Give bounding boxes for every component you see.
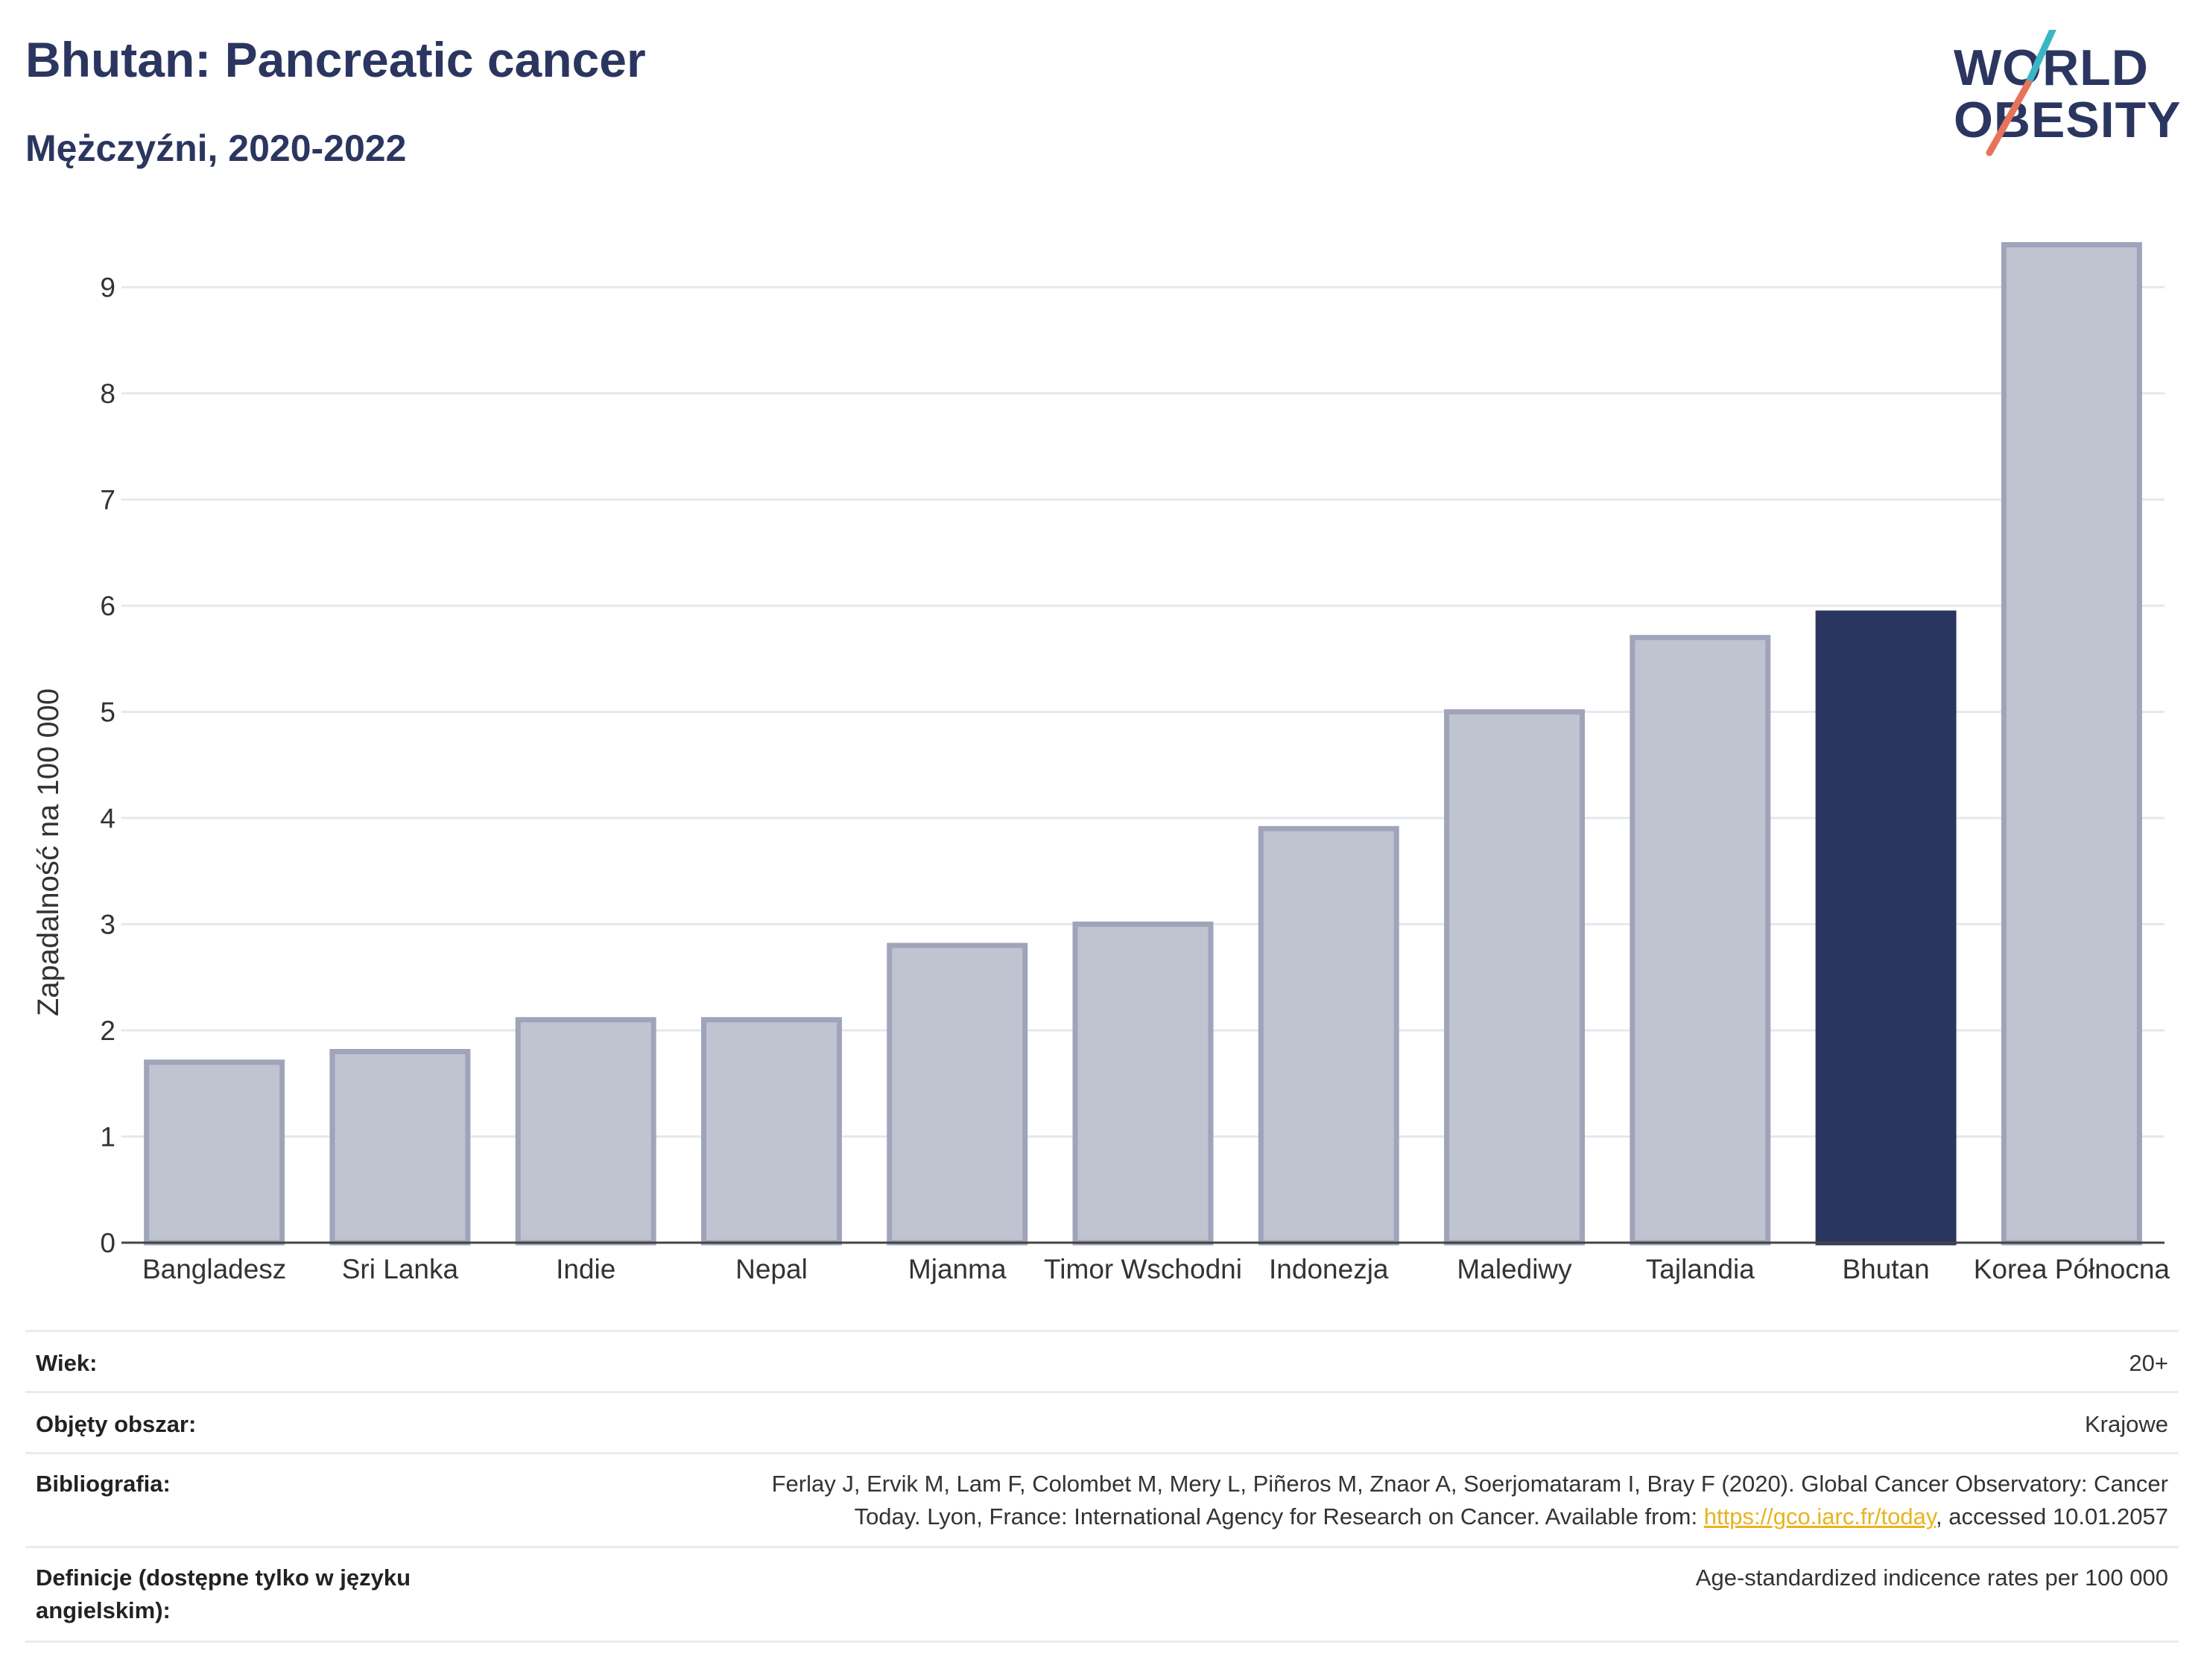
meta-definitions-label: Definicje (dostępne tylko w języku angie…: [36, 1562, 411, 1627]
y-tick-label: 7: [100, 485, 115, 516]
x-tick-label: Indie: [556, 1254, 615, 1284]
meta-bibliography-value: Ferlay J, Ervik M, Lam F, Colombet M, Me…: [772, 1468, 2168, 1533]
meta-age-label: Wiek:: [36, 1350, 98, 1376]
meta-row-coverage: Objęty obszar: Krajowe: [25, 1391, 2179, 1454]
y-tick-label: 0: [100, 1228, 115, 1258]
bar-chart: 0 1 2 3 4 5 6 7 8 9 Bangladesz Sri Lanka Indie Nepal…: [32, 242, 2170, 1284]
page-subtitle: Mężczyźni, 2020-2022: [25, 127, 407, 169]
meta-row-age: Wiek: 20+: [25, 1330, 2179, 1393]
bar[interactable]: [700, 1017, 842, 1246]
y-tick-labels: 0 1 2 3 4 5 6 7 8 9: [100, 273, 115, 1259]
y-tick-label: 2: [100, 1015, 115, 1046]
bar[interactable]: [2001, 242, 2142, 1246]
page-title: Bhutan: Pancreatic cancer: [25, 32, 646, 87]
bar[interactable]: [329, 1049, 471, 1246]
meta-coverage-label: Objęty obszar:: [36, 1411, 197, 1437]
y-tick-label: 8: [100, 378, 115, 409]
x-tick-label: Indonezja: [1269, 1254, 1389, 1284]
meta-row-bibliography: Bibliografia: Ferlay J, Ervik M, Lam F, …: [25, 1452, 2179, 1548]
bar[interactable]: [1630, 635, 1771, 1246]
y-axis-title: Zapadalność na 100 000: [32, 688, 65, 1016]
logo-slash-icon: [1986, 30, 2056, 156]
definitions-label-line-2: angielskim):: [36, 1597, 171, 1623]
bar[interactable]: [144, 1059, 285, 1246]
y-tick-label: 9: [100, 273, 115, 303]
x-tick-labels: Bangladesz Sri Lanka Indie Nepal Mjanma Timor…: [142, 1254, 2170, 1284]
logo-text-world: WORLD: [1954, 39, 2149, 96]
bibliography-link[interactable]: https://gco.iarc.fr/today: [1703, 1503, 1937, 1530]
x-tick-label: Malediwy: [1457, 1254, 1572, 1284]
bar-highlight[interactable]: [1815, 610, 1957, 1246]
bibliography-line-1: Ferlay J, Ervik M, Lam F, Colombet M, Me…: [771, 1471, 2168, 1497]
bibliography-line-2: Today. Lyon, France: International Agenc…: [772, 1500, 2168, 1533]
bars: [144, 242, 2142, 1246]
y-tick-label: 1: [100, 1122, 115, 1153]
bibliography-line-2-prefix: Today. Lyon, France: International Agenc…: [854, 1503, 1704, 1530]
world-obesity-logo: WORLD OBESITY: [1945, 30, 2191, 164]
bar[interactable]: [1444, 709, 1586, 1246]
y-tick-label: 5: [100, 697, 115, 728]
bar[interactable]: [1072, 922, 1214, 1246]
meta-coverage-value: Krajowe: [2085, 1411, 2168, 1437]
meta-row-definitions: Definicje (dostępne tylko w języku angie…: [25, 1546, 2179, 1643]
x-tick-label: Nepal: [735, 1254, 808, 1284]
y-tick-label: 4: [100, 803, 115, 834]
y-tick-label: 3: [100, 910, 115, 940]
x-tick-label: Korea Północna: [1974, 1254, 2170, 1284]
bibliography-line-2-suffix: , accessed 10.01.2057: [1936, 1503, 2168, 1530]
y-tick-label: 6: [100, 591, 115, 621]
meta-age-value: 20+: [2129, 1350, 2168, 1376]
x-tick-label: Bangladesz: [142, 1254, 286, 1284]
definitions-label-line-1: Definicje (dostępne tylko w języku: [36, 1565, 411, 1591]
x-tick-label: Mjanma: [908, 1254, 1007, 1284]
x-tick-label: Sri Lanka: [342, 1254, 459, 1284]
bar[interactable]: [1258, 825, 1399, 1246]
bar[interactable]: [887, 942, 1028, 1246]
x-tick-label: Bhutan: [1842, 1254, 1929, 1284]
x-tick-label: Tajlandia: [1646, 1254, 1755, 1284]
meta-definitions-value: Age-standardized indicence rates per 100…: [1695, 1565, 2168, 1591]
bar[interactable]: [515, 1017, 656, 1246]
logo-text-obesity: OBESITY: [1954, 92, 2182, 148]
x-tick-label: Timor Wschodni: [1044, 1254, 1242, 1284]
meta-bibliography-label: Bibliografia:: [36, 1471, 171, 1497]
